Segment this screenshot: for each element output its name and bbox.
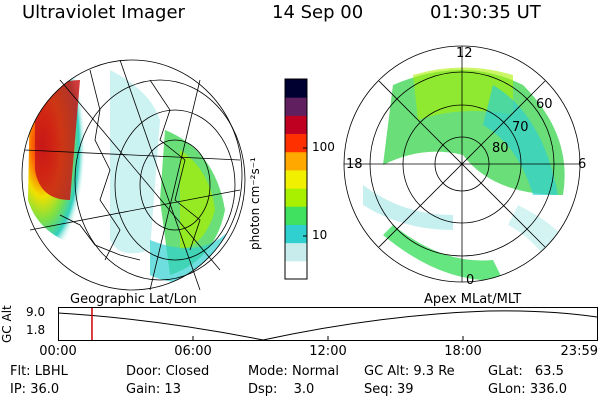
- status-gcalt-label: GC Alt:: [364, 364, 410, 379]
- status-glat-label: GLat:: [488, 364, 523, 379]
- colorbar-tick-100: 100: [312, 140, 335, 154]
- altitude-xtick-0000: 00:00: [39, 344, 77, 359]
- status-flt-value: LBHL: [34, 364, 68, 379]
- status-gain-label: Gain:: [126, 382, 161, 397]
- status-gcalt: GC Alt: 9.3 Re: [364, 364, 455, 379]
- status-door: Door: Closed: [126, 364, 209, 379]
- mlt-label-18: 18: [346, 157, 363, 172]
- status-seq: Seq: 39: [364, 382, 414, 397]
- colorbar-segment: [285, 188, 307, 207]
- colorbar-segment: [285, 206, 307, 225]
- mlt-label-6: 6: [578, 157, 587, 172]
- colorbar-segment: [285, 260, 307, 280]
- status-glon: GLon: 336.0: [488, 382, 567, 397]
- mlt-label-12: 12: [456, 46, 473, 61]
- status-ip-label: IP:: [10, 382, 27, 397]
- status-dsp-label: Dsp:: [248, 382, 278, 397]
- altitude-xtick-1800: 18:00: [444, 344, 482, 359]
- altitude-ytick-bottom: 1.8: [26, 323, 46, 337]
- status-dsp: Dsp: 3.0: [248, 382, 314, 397]
- altitude-xtick-1200: 12:00: [309, 344, 347, 359]
- status-mode-label: Mode:: [248, 364, 288, 379]
- status-glon-label: GLon:: [488, 382, 526, 397]
- colorbar-segment: [285, 97, 307, 116]
- color-bar: [284, 78, 308, 280]
- status-glat-value: 63.5: [534, 364, 564, 379]
- polar-plot: [343, 45, 581, 283]
- lat-label-80: 80: [492, 141, 509, 156]
- status-ip-value: 36.0: [30, 382, 60, 397]
- status-ip: IP: 36.0: [10, 382, 59, 397]
- status-door-value: Closed: [165, 364, 210, 379]
- mlt-label-0: 0: [466, 273, 475, 288]
- status-flt-label: Flt:: [10, 364, 31, 379]
- lat-label-60: 60: [536, 97, 553, 112]
- status-glat: GLat: 63.5: [488, 364, 564, 379]
- status-dsp-value: 3.0: [293, 382, 315, 397]
- status-seq-label: Seq:: [364, 382, 393, 397]
- colorbar-segment: [285, 224, 307, 244]
- status-gain-value: 13: [164, 382, 181, 397]
- status-gain: Gain: 13: [126, 382, 181, 397]
- date-label: 14 Sep 00: [272, 2, 364, 23]
- right-panel-caption: Apex MLat/MLT: [424, 292, 522, 307]
- instrument-title: Ultraviolet Imager: [22, 2, 185, 23]
- colorbar-frame: [284, 78, 308, 280]
- colorbar-tick-10: 10: [312, 228, 328, 242]
- status-door-label: Door:: [126, 364, 162, 379]
- altitude-xtick-0600: 06:00: [174, 344, 212, 359]
- status-mode: Mode: Normal: [248, 364, 339, 379]
- colorbar-segment: [285, 79, 307, 98]
- status-gcalt-value: 9.3 Re: [413, 364, 455, 379]
- altitude-ytick-top: 9.0: [26, 305, 46, 319]
- altitude-plot: [58, 307, 598, 341]
- lat-label-70: 70: [512, 120, 529, 135]
- colorbar-unit-label: photon cm⁻²s⁻¹: [248, 157, 262, 250]
- status-mode-value: Normal: [291, 364, 339, 379]
- colorbar-segment: [285, 151, 307, 171]
- colorbar-segment: [285, 169, 307, 189]
- colorbar-segment: [285, 133, 307, 153]
- colorbar-segment: [285, 115, 307, 135]
- colorbar-segment: [285, 242, 307, 262]
- left-panel-caption: Geographic Lat/Lon: [70, 292, 197, 307]
- time-label: 01:30:35 UT: [430, 2, 541, 23]
- status-glon-value: 336.0: [529, 382, 568, 397]
- status-seq-value: 39: [397, 382, 414, 397]
- altitude-xtick-2359: 23:59: [560, 344, 598, 359]
- altitude-ylabel: GC Alt: [0, 305, 14, 343]
- status-flt: Flt: LBHL: [10, 364, 68, 379]
